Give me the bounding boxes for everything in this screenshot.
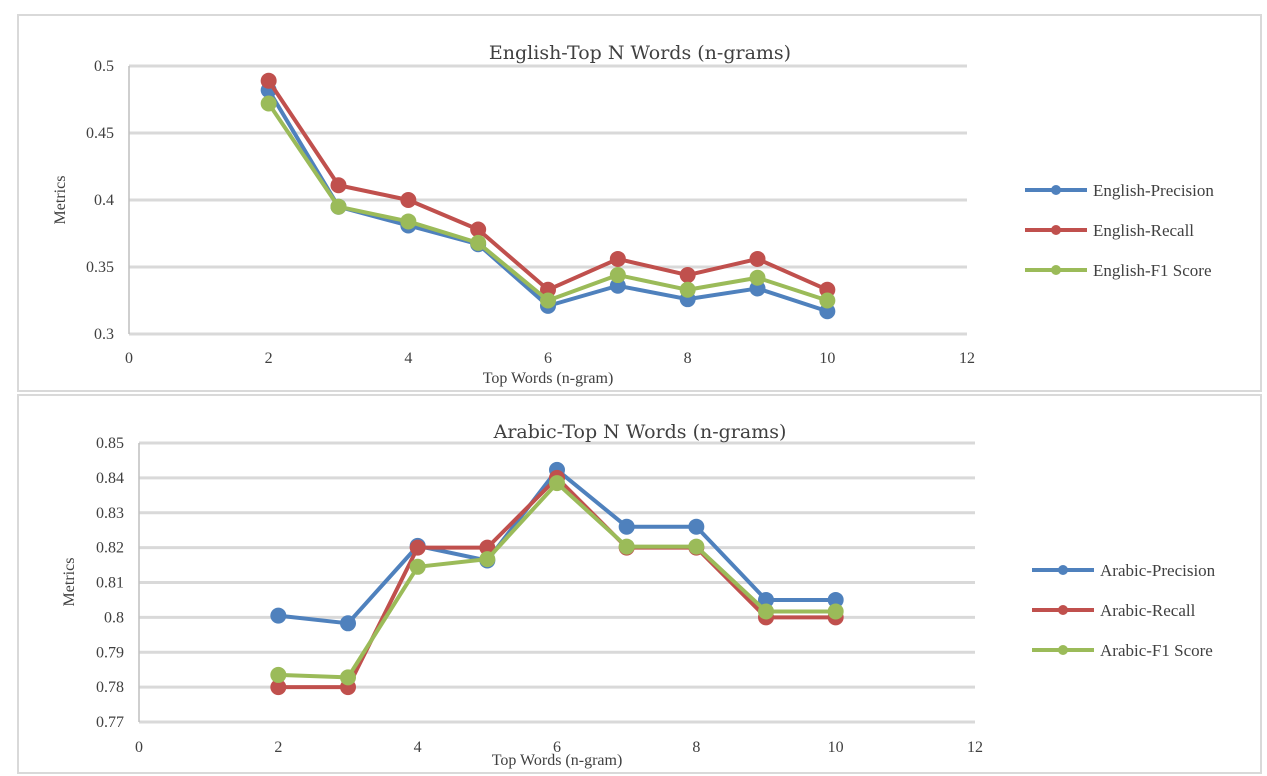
english-chart-panel [17, 14, 1262, 392]
english-y-tick-label: 0.4 [94, 192, 114, 209]
english-data-point [609, 250, 626, 267]
arabic-data-point [618, 538, 635, 555]
arabic-x-tick-label: 8 [692, 739, 700, 756]
arabic-x-tick-label: 12 [967, 739, 983, 756]
arabic-data-point [827, 603, 844, 620]
arabic-data-point [270, 607, 287, 624]
english-x-tick-label: 4 [404, 350, 412, 367]
english-data-point [260, 95, 277, 112]
arabic-legend-marker-2 [1058, 645, 1068, 655]
arabic-data-point [409, 558, 426, 575]
english-data-point [330, 198, 347, 215]
english-y-tick-label: 0.5 [94, 58, 114, 75]
arabic-legend-label-0: Arabic-Precision [1100, 561, 1216, 580]
arabic-data-point [758, 603, 774, 620]
arabic-data-point [409, 539, 426, 556]
english-data-point [470, 221, 487, 238]
english-series-line-1 [267, 79, 829, 292]
english-data-point [679, 281, 696, 298]
arabic-y-tick-label: 0.82 [96, 540, 124, 557]
english-y-tick-label: 0.35 [86, 259, 114, 276]
english-x-tick-label: 12 [959, 350, 975, 367]
english-y-axis-label: Metrics [52, 176, 69, 225]
english-y-tick-label: 0.3 [94, 326, 114, 343]
arabic-data-point [479, 551, 496, 568]
arabic-y-tick-label: 0.85 [96, 435, 124, 452]
arabic-data-point [340, 615, 356, 632]
english-data-point [260, 72, 277, 89]
english-data-point [400, 213, 417, 230]
arabic-y-tick-label: 0.77 [96, 714, 124, 731]
english-legend-marker-0 [1051, 185, 1061, 195]
arabic-data-point [479, 539, 496, 556]
english-legend-label-2: English-F1 Score [1093, 261, 1212, 280]
arabic-legend-marker-1 [1058, 605, 1068, 615]
english-data-point [609, 267, 626, 284]
english-legend-marker-1 [1051, 225, 1061, 235]
arabic-data-point [340, 669, 356, 686]
arabic-x-tick-label: 0 [135, 739, 143, 756]
arabic-chart-title: Arabic-Top N Words (n-grams) [493, 421, 787, 443]
english-x-tick-label: 2 [265, 350, 273, 367]
english-y-tick-label: 0.45 [86, 125, 114, 142]
arabic-y-tick-label: 0.79 [96, 644, 124, 661]
english-data-point [470, 234, 487, 251]
arabic-x-tick-label: 10 [828, 739, 844, 756]
arabic-y-tick-label: 0.8 [104, 609, 124, 626]
arabic-x-axis-label: Top Words (n-gram) [492, 752, 623, 769]
english-x-tick-label: 0 [125, 350, 133, 367]
arabic-legend-marker-0 [1058, 565, 1068, 575]
arabic-y-tick-label: 0.83 [96, 505, 124, 522]
arabic-x-tick-label: 6 [553, 739, 561, 756]
english-x-tick-label: 6 [544, 350, 552, 367]
english-legend-marker-2 [1051, 265, 1061, 275]
arabic-data-point [688, 518, 705, 535]
english-data-point [400, 192, 417, 208]
english-data-point [540, 292, 556, 309]
english-data-point [330, 177, 347, 194]
arabic-x-tick-label: 2 [274, 739, 282, 756]
arabic-data-point [549, 475, 565, 492]
arabic-legend-label-1: Arabic-Recall [1100, 601, 1196, 620]
arabic-data-point [618, 518, 635, 535]
english-x-tick-label: 10 [819, 350, 835, 367]
english-x-axis-label: Top Words (n-gram) [483, 370, 614, 387]
arabic-data-point [758, 591, 774, 608]
arabic-data-point [270, 679, 287, 696]
arabic-y-tick-label: 0.78 [96, 679, 124, 696]
arabic-y-axis-label: Metrics [61, 558, 78, 607]
english-legend-label-0: English-Precision [1093, 181, 1214, 200]
english-chart-title: English-Top N Words (n-grams) [489, 42, 791, 64]
arabic-y-tick-label: 0.81 [96, 575, 124, 592]
english-data-point [679, 267, 696, 284]
english-x-tick-label: 8 [684, 350, 692, 367]
arabic-data-point [827, 591, 844, 608]
arabic-y-tick-label: 0.84 [96, 470, 124, 487]
arabic-legend-label-2: Arabic-F1 Score [1100, 641, 1213, 660]
english-data-point [749, 250, 766, 267]
english-data-point [819, 292, 836, 309]
arabic-data-point [688, 538, 705, 555]
english-legend-label-1: English-Recall [1093, 221, 1194, 240]
arabic-x-tick-label: 4 [414, 739, 422, 756]
english-data-point [749, 269, 766, 286]
arabic-data-point [270, 666, 287, 683]
